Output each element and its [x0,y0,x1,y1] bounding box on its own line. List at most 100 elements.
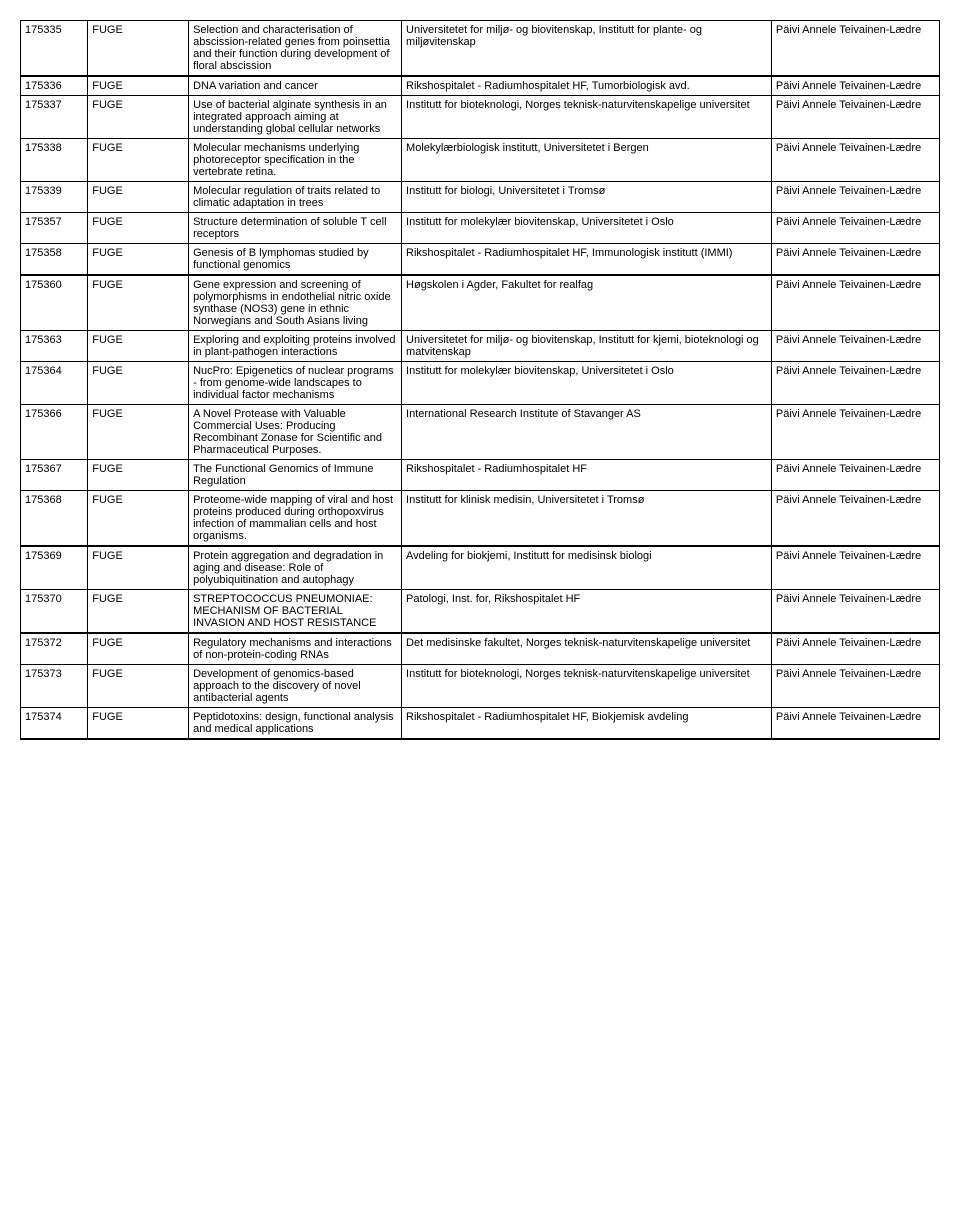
cell-title: Exploring and exploiting proteins involv… [189,331,402,362]
table-row: 175357FUGEStructure determination of sol… [21,213,940,244]
cell-title: The Functional Genomics of Immune Regula… [189,460,402,491]
cell-institution: Institutt for molekylær biovitenskap, Un… [402,213,772,244]
table-row: 175369FUGEProtein aggregation and degrad… [21,546,940,590]
cell-person: Päivi Annele Teivainen-Lædre [771,362,939,405]
cell-institution: Høgskolen i Agder, Fakultet for realfag [402,275,772,331]
cell-id: 175374 [21,708,88,740]
cell-id: 175373 [21,665,88,708]
cell-id: 175369 [21,546,88,590]
cell-title: Molecular mechanisms underlying photorec… [189,139,402,182]
table-row: 175363FUGEExploring and exploiting prote… [21,331,940,362]
cell-id: 175338 [21,139,88,182]
cell-title: Structure determination of soluble T cel… [189,213,402,244]
row-group: 175336FUGEDNA variation and cancerRiksho… [21,76,940,275]
table-row: 175337FUGEUse of bacterial alginate synt… [21,96,940,139]
cell-institution: Rikshospitalet - Radiumhospitalet HF [402,460,772,491]
cell-institution: Institutt for bioteknologi, Norges tekni… [402,665,772,708]
table-row: 175373FUGEDevelopment of genomics-based … [21,665,940,708]
cell-program: FUGE [88,244,189,276]
cell-id: 175357 [21,213,88,244]
cell-id: 175360 [21,275,88,331]
cell-program: FUGE [88,213,189,244]
cell-program: FUGE [88,460,189,491]
table-row: 175336FUGEDNA variation and cancerRiksho… [21,76,940,96]
table-row: 175374FUGEPeptidotoxins: design, functio… [21,708,940,740]
cell-title: Selection and characterisation of abscis… [189,21,402,77]
cell-program: FUGE [88,708,189,740]
cell-person: Päivi Annele Teivainen-Lædre [771,275,939,331]
cell-institution: Institutt for molekylær biovitenskap, Un… [402,362,772,405]
cell-person: Päivi Annele Teivainen-Lædre [771,21,939,77]
cell-person: Päivi Annele Teivainen-Lædre [771,590,939,634]
cell-person: Päivi Annele Teivainen-Lædre [771,76,939,96]
cell-institution: Det medisinske fakultet, Norges teknisk-… [402,633,772,665]
cell-title: NucPro: Epigenetics of nuclear programs … [189,362,402,405]
cell-person: Päivi Annele Teivainen-Lædre [771,139,939,182]
cell-institution: Universitetet for miljø- og biovitenskap… [402,21,772,77]
cell-id: 175366 [21,405,88,460]
table-row: 175339FUGEMolecular regulation of traits… [21,182,940,213]
cell-person: Päivi Annele Teivainen-Lædre [771,213,939,244]
cell-title: DNA variation and cancer [189,76,402,96]
cell-id: 175370 [21,590,88,634]
cell-institution: Universitetet for miljø- og biovitenskap… [402,331,772,362]
cell-institution: International Research Institute of Stav… [402,405,772,460]
cell-id: 175367 [21,460,88,491]
cell-person: Päivi Annele Teivainen-Lædre [771,708,939,740]
cell-title: A Novel Protease with Valuable Commercia… [189,405,402,460]
row-group: 175335FUGESelection and characterisation… [21,21,940,77]
cell-institution: Institutt for klinisk medisin, Universit… [402,491,772,547]
cell-program: FUGE [88,331,189,362]
table-row: 175370FUGESTREPTOCOCCUS PNEUMONIAE: MECH… [21,590,940,634]
cell-program: FUGE [88,139,189,182]
row-group: 175369FUGEProtein aggregation and degrad… [21,546,940,633]
cell-title: Genesis of B lymphomas studied by functi… [189,244,402,276]
cell-id: 175358 [21,244,88,276]
cell-person: Päivi Annele Teivainen-Lædre [771,96,939,139]
cell-id: 175337 [21,96,88,139]
cell-program: FUGE [88,405,189,460]
cell-institution: Institutt for biologi, Universitetet i T… [402,182,772,213]
cell-title: Proteome-wide mapping of viral and host … [189,491,402,547]
cell-person: Päivi Annele Teivainen-Lædre [771,460,939,491]
table-row: 175364FUGENucPro: Epigenetics of nuclear… [21,362,940,405]
table-row: 175358FUGEGenesis of B lymphomas studied… [21,244,940,276]
cell-institution: Patologi, Inst. for, Rikshospitalet HF [402,590,772,634]
cell-institution: Institutt for bioteknologi, Norges tekni… [402,96,772,139]
cell-program: FUGE [88,76,189,96]
table-row: 175372FUGERegulatory mechanisms and inte… [21,633,940,665]
cell-program: FUGE [88,491,189,547]
cell-title: Gene expression and screening of polymor… [189,275,402,331]
cell-institution: Rikshospitalet - Radiumhospitalet HF, Tu… [402,76,772,96]
cell-id: 175339 [21,182,88,213]
cell-id: 175335 [21,21,88,77]
cell-program: FUGE [88,275,189,331]
cell-institution: Rikshospitalet - Radiumhospitalet HF, Bi… [402,708,772,740]
table-row: 175366FUGEA Novel Protease with Valuable… [21,405,940,460]
table-row: 175367FUGEThe Functional Genomics of Imm… [21,460,940,491]
cell-id: 175336 [21,76,88,96]
cell-program: FUGE [88,21,189,77]
cell-program: FUGE [88,590,189,634]
cell-person: Päivi Annele Teivainen-Lædre [771,491,939,547]
cell-id: 175368 [21,491,88,547]
row-group: 175360FUGEGene expression and screening … [21,275,940,546]
cell-program: FUGE [88,96,189,139]
cell-program: FUGE [88,362,189,405]
cell-program: FUGE [88,633,189,665]
cell-title: Peptidotoxins: design, functional analys… [189,708,402,740]
cell-person: Päivi Annele Teivainen-Lædre [771,633,939,665]
cell-person: Päivi Annele Teivainen-Lædre [771,331,939,362]
cell-person: Päivi Annele Teivainen-Lædre [771,546,939,590]
table-row: 175335FUGESelection and characterisation… [21,21,940,77]
table-row: 175360FUGEGene expression and screening … [21,275,940,331]
cell-person: Päivi Annele Teivainen-Lædre [771,182,939,213]
cell-program: FUGE [88,182,189,213]
cell-person: Päivi Annele Teivainen-Lædre [771,405,939,460]
cell-title: STREPTOCOCCUS PNEUMONIAE: MECHANISM OF B… [189,590,402,634]
cell-title: Use of bacterial alginate synthesis in a… [189,96,402,139]
cell-institution: Rikshospitalet - Radiumhospitalet HF, Im… [402,244,772,276]
cell-program: FUGE [88,665,189,708]
row-group: 175372FUGERegulatory mechanisms and inte… [21,633,940,739]
cell-institution: Molekylærbiologisk institutt, Universite… [402,139,772,182]
